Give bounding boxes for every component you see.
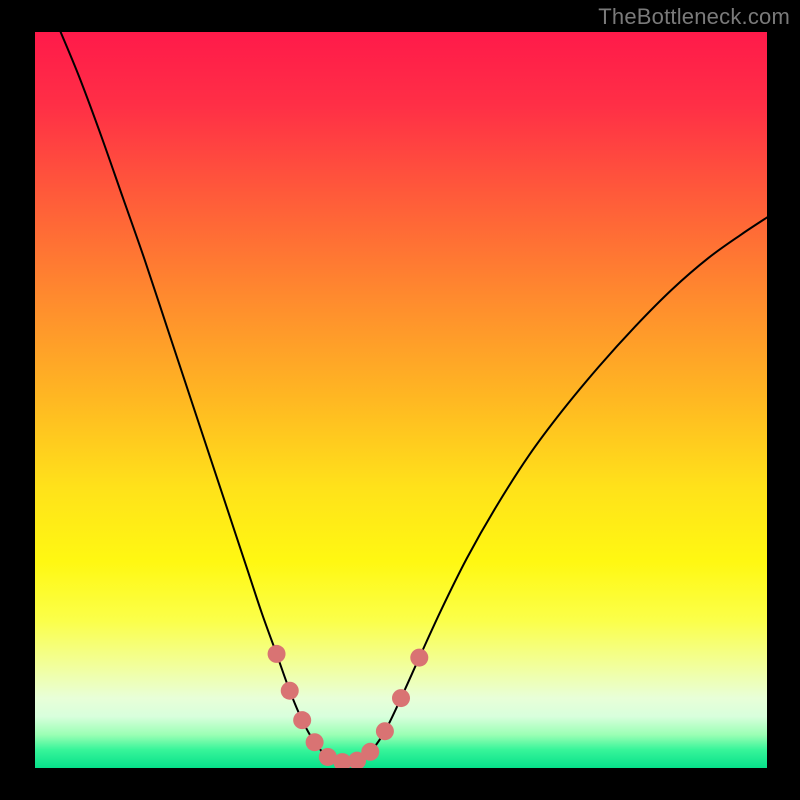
curve-marker: [376, 722, 394, 740]
watermark-text: TheBottleneck.com: [598, 4, 790, 30]
curve-marker: [268, 645, 286, 663]
curve-marker: [306, 733, 324, 751]
curve-marker: [281, 682, 299, 700]
curve-marker: [392, 689, 410, 707]
plot-area: [35, 32, 767, 768]
curve-marker: [361, 743, 379, 761]
curve-marker: [293, 711, 311, 729]
plot-svg: [35, 32, 767, 768]
plot-background: [35, 32, 767, 768]
chart-stage: TheBottleneck.com: [0, 0, 800, 800]
curve-marker: [410, 649, 428, 667]
